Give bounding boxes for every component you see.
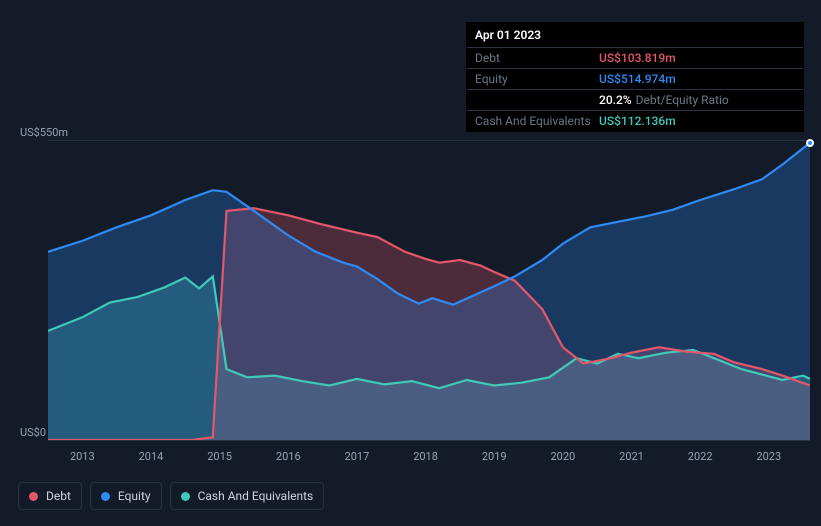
chart-tooltip: Apr 01 2023 Debt US$103.819m Equity US$5…: [466, 22, 804, 132]
x-tick: 2020: [550, 450, 575, 463]
gridline-bottom: [48, 440, 810, 441]
x-tick: 2014: [139, 450, 164, 463]
tooltip-row-cash: Cash And Equivalents US$112.136m: [467, 111, 803, 131]
x-tick: 2018: [413, 450, 438, 463]
legend-dot-icon: [101, 492, 110, 501]
tooltip-value: US$514.974m: [599, 72, 676, 86]
legend: Debt Equity Cash And Equivalents: [18, 482, 324, 510]
tooltip-label: [475, 93, 599, 107]
legend-label: Equity: [118, 489, 151, 503]
x-tick: 2013: [70, 450, 95, 463]
x-tick: 2022: [688, 450, 713, 463]
legend-item-debt[interactable]: Debt: [18, 482, 82, 510]
hover-marker: [806, 139, 814, 147]
y-tick-max: US$550m: [20, 126, 68, 139]
tooltip-label: Equity: [475, 72, 599, 86]
x-tick: 2019: [482, 450, 507, 463]
x-tick: 2016: [276, 450, 301, 463]
tooltip-label: Cash And Equivalents: [475, 114, 599, 128]
x-tick: 2017: [345, 450, 370, 463]
legend-dot-icon: [181, 492, 190, 501]
tooltip-row-equity: Equity US$514.974m: [467, 69, 803, 90]
tooltip-date: Apr 01 2023: [467, 23, 803, 48]
y-tick-min: US$0: [20, 426, 46, 439]
tooltip-value: 20.2%Debt/Equity Ratio: [599, 93, 729, 107]
legend-label: Cash And Equivalents: [198, 489, 314, 503]
x-tick: 2015: [207, 450, 232, 463]
tooltip-row-debt: Debt US$103.819m: [467, 48, 803, 69]
tooltip-value: US$103.819m: [599, 51, 676, 65]
legend-item-cash[interactable]: Cash And Equivalents: [170, 482, 325, 510]
tooltip-value: US$112.136m: [599, 114, 676, 128]
x-tick: 2023: [756, 450, 781, 463]
x-tick: 2021: [619, 450, 644, 463]
plot-area[interactable]: [48, 140, 810, 440]
legend-item-equity[interactable]: Equity: [90, 482, 162, 510]
tooltip-row-ratio: 20.2%Debt/Equity Ratio: [467, 90, 803, 111]
legend-label: Debt: [46, 489, 71, 503]
legend-dot-icon: [29, 492, 38, 501]
tooltip-label: Debt: [475, 51, 599, 65]
